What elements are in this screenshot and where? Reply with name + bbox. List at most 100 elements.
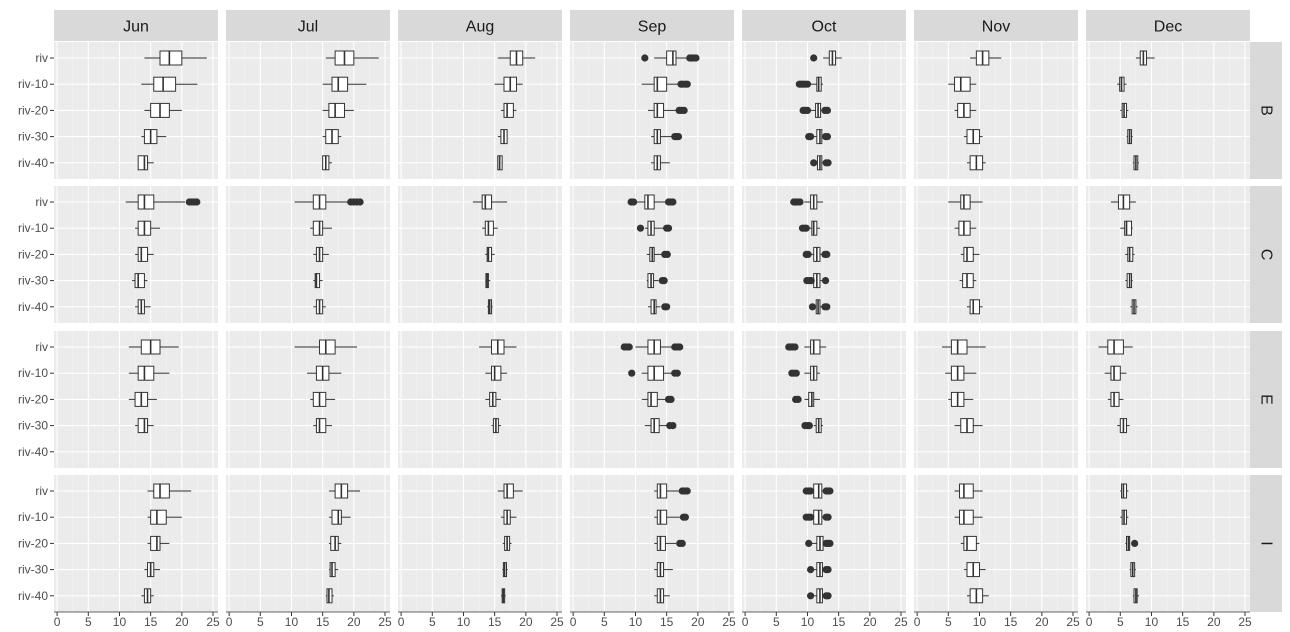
box-riv bbox=[328, 483, 361, 499]
box-riv-30 bbox=[328, 562, 339, 578]
outlier-point bbox=[791, 343, 799, 351]
column-strip-aug bbox=[398, 10, 562, 41]
outlier-point bbox=[823, 133, 832, 141]
panel-i-aug bbox=[398, 475, 562, 612]
outlier-point bbox=[806, 133, 815, 141]
box-riv-20 bbox=[135, 246, 154, 262]
row-strip-label: B bbox=[1258, 105, 1275, 116]
box-riv-40 bbox=[322, 155, 333, 171]
x-tick-label: 0 bbox=[1086, 615, 1093, 629]
column-strip-label: Jul bbox=[298, 19, 318, 36]
box-iqr bbox=[137, 155, 149, 171]
column-strip-nov bbox=[914, 10, 1078, 41]
box-riv-20 bbox=[1107, 391, 1124, 407]
column-strip-jun bbox=[54, 10, 218, 41]
x-tick-label: 25 bbox=[894, 615, 908, 629]
outlier-point bbox=[193, 198, 201, 206]
y-tick-label: riv-10 bbox=[18, 221, 48, 235]
x-tick-label: 20 bbox=[1207, 615, 1221, 629]
box-riv-20 bbox=[647, 102, 688, 118]
box-riv-10 bbox=[948, 76, 977, 92]
box-iqr bbox=[666, 50, 677, 66]
panel-e-jun bbox=[54, 331, 218, 468]
box-iqr bbox=[503, 483, 514, 499]
outlier-point bbox=[805, 539, 813, 548]
box-riv-30 bbox=[485, 273, 491, 289]
box-riv-40 bbox=[135, 299, 151, 315]
x-tick-label: 20 bbox=[519, 615, 533, 629]
box-riv-10 bbox=[135, 220, 161, 236]
column-strip-label: Aug bbox=[466, 19, 494, 36]
outlier-point bbox=[824, 566, 832, 574]
panel-i-oct bbox=[742, 475, 906, 612]
box-riv-10 bbox=[798, 220, 820, 236]
box-iqr bbox=[650, 418, 660, 434]
box-iqr bbox=[963, 246, 974, 262]
box-riv-10 bbox=[1117, 76, 1127, 92]
box-riv-30 bbox=[806, 562, 832, 578]
box-riv-40 bbox=[1132, 155, 1140, 171]
x-tick-label: 20 bbox=[691, 615, 705, 629]
box-riv-20 bbox=[313, 246, 329, 262]
y-tick-label: riv-30 bbox=[18, 563, 48, 577]
y-tick-label: riv-10 bbox=[18, 77, 48, 91]
box-riv-20 bbox=[792, 391, 820, 407]
box-riv bbox=[294, 339, 357, 355]
box-riv bbox=[1110, 194, 1136, 210]
box-iqr bbox=[962, 273, 974, 289]
y-tick-label: riv-30 bbox=[18, 419, 48, 433]
y-tick-label: riv bbox=[35, 195, 48, 209]
outlier-point bbox=[826, 539, 834, 548]
box-riv bbox=[627, 194, 677, 210]
panel-c-aug bbox=[398, 186, 562, 323]
box-riv-10 bbox=[802, 509, 832, 525]
box-iqr bbox=[950, 339, 968, 355]
x-tick-label: 0 bbox=[742, 615, 749, 629]
box-iqr bbox=[656, 509, 668, 525]
box-riv-40 bbox=[487, 299, 493, 315]
box-riv-10 bbox=[641, 76, 691, 92]
panel-b-aug bbox=[398, 42, 562, 179]
outlier-point bbox=[683, 80, 691, 88]
box-iqr bbox=[644, 194, 655, 210]
x-tick-label: 15 bbox=[1004, 615, 1018, 629]
box-iqr bbox=[331, 509, 342, 525]
box-iqr bbox=[653, 76, 668, 92]
box-riv-20 bbox=[144, 102, 182, 118]
box-iqr bbox=[134, 273, 145, 289]
box-riv-20 bbox=[485, 246, 495, 262]
outlier-point bbox=[826, 487, 834, 495]
box-riv-30 bbox=[1125, 273, 1133, 289]
box-iqr bbox=[954, 76, 971, 92]
x-tick-label: 25 bbox=[1066, 615, 1080, 629]
box-riv bbox=[785, 339, 827, 355]
row-strip-label: E bbox=[1258, 394, 1275, 405]
outlier-point bbox=[805, 422, 813, 430]
box-riv-20 bbox=[802, 246, 831, 262]
box-riv bbox=[472, 194, 508, 210]
outlier-point bbox=[625, 343, 633, 351]
box-iqr bbox=[315, 418, 327, 434]
outlier-point bbox=[794, 395, 802, 403]
box-riv-20 bbox=[948, 391, 974, 407]
panel-e-oct bbox=[742, 331, 906, 468]
panel-e-dec bbox=[1086, 331, 1250, 468]
panel-b-oct bbox=[742, 42, 906, 179]
box-iqr bbox=[959, 509, 974, 525]
y-tick-label: riv-40 bbox=[18, 156, 48, 170]
x-tick-label: 20 bbox=[863, 615, 877, 629]
box-riv-10 bbox=[954, 509, 983, 525]
box-iqr bbox=[653, 102, 665, 118]
outlier-point bbox=[792, 369, 800, 377]
x-tick-label: 15 bbox=[1176, 615, 1190, 629]
outlier-point bbox=[808, 303, 817, 311]
box-iqr bbox=[314, 273, 321, 289]
column-strip-label: Oct bbox=[812, 19, 837, 36]
column-strip-jul bbox=[226, 10, 390, 41]
panel-i-jun bbox=[54, 475, 218, 612]
x-tick-label: 15 bbox=[832, 615, 846, 629]
x-tick-label: 25 bbox=[550, 615, 564, 629]
outlier-point bbox=[673, 369, 681, 377]
outlier-point bbox=[692, 54, 700, 62]
box-riv-30 bbox=[654, 562, 673, 578]
